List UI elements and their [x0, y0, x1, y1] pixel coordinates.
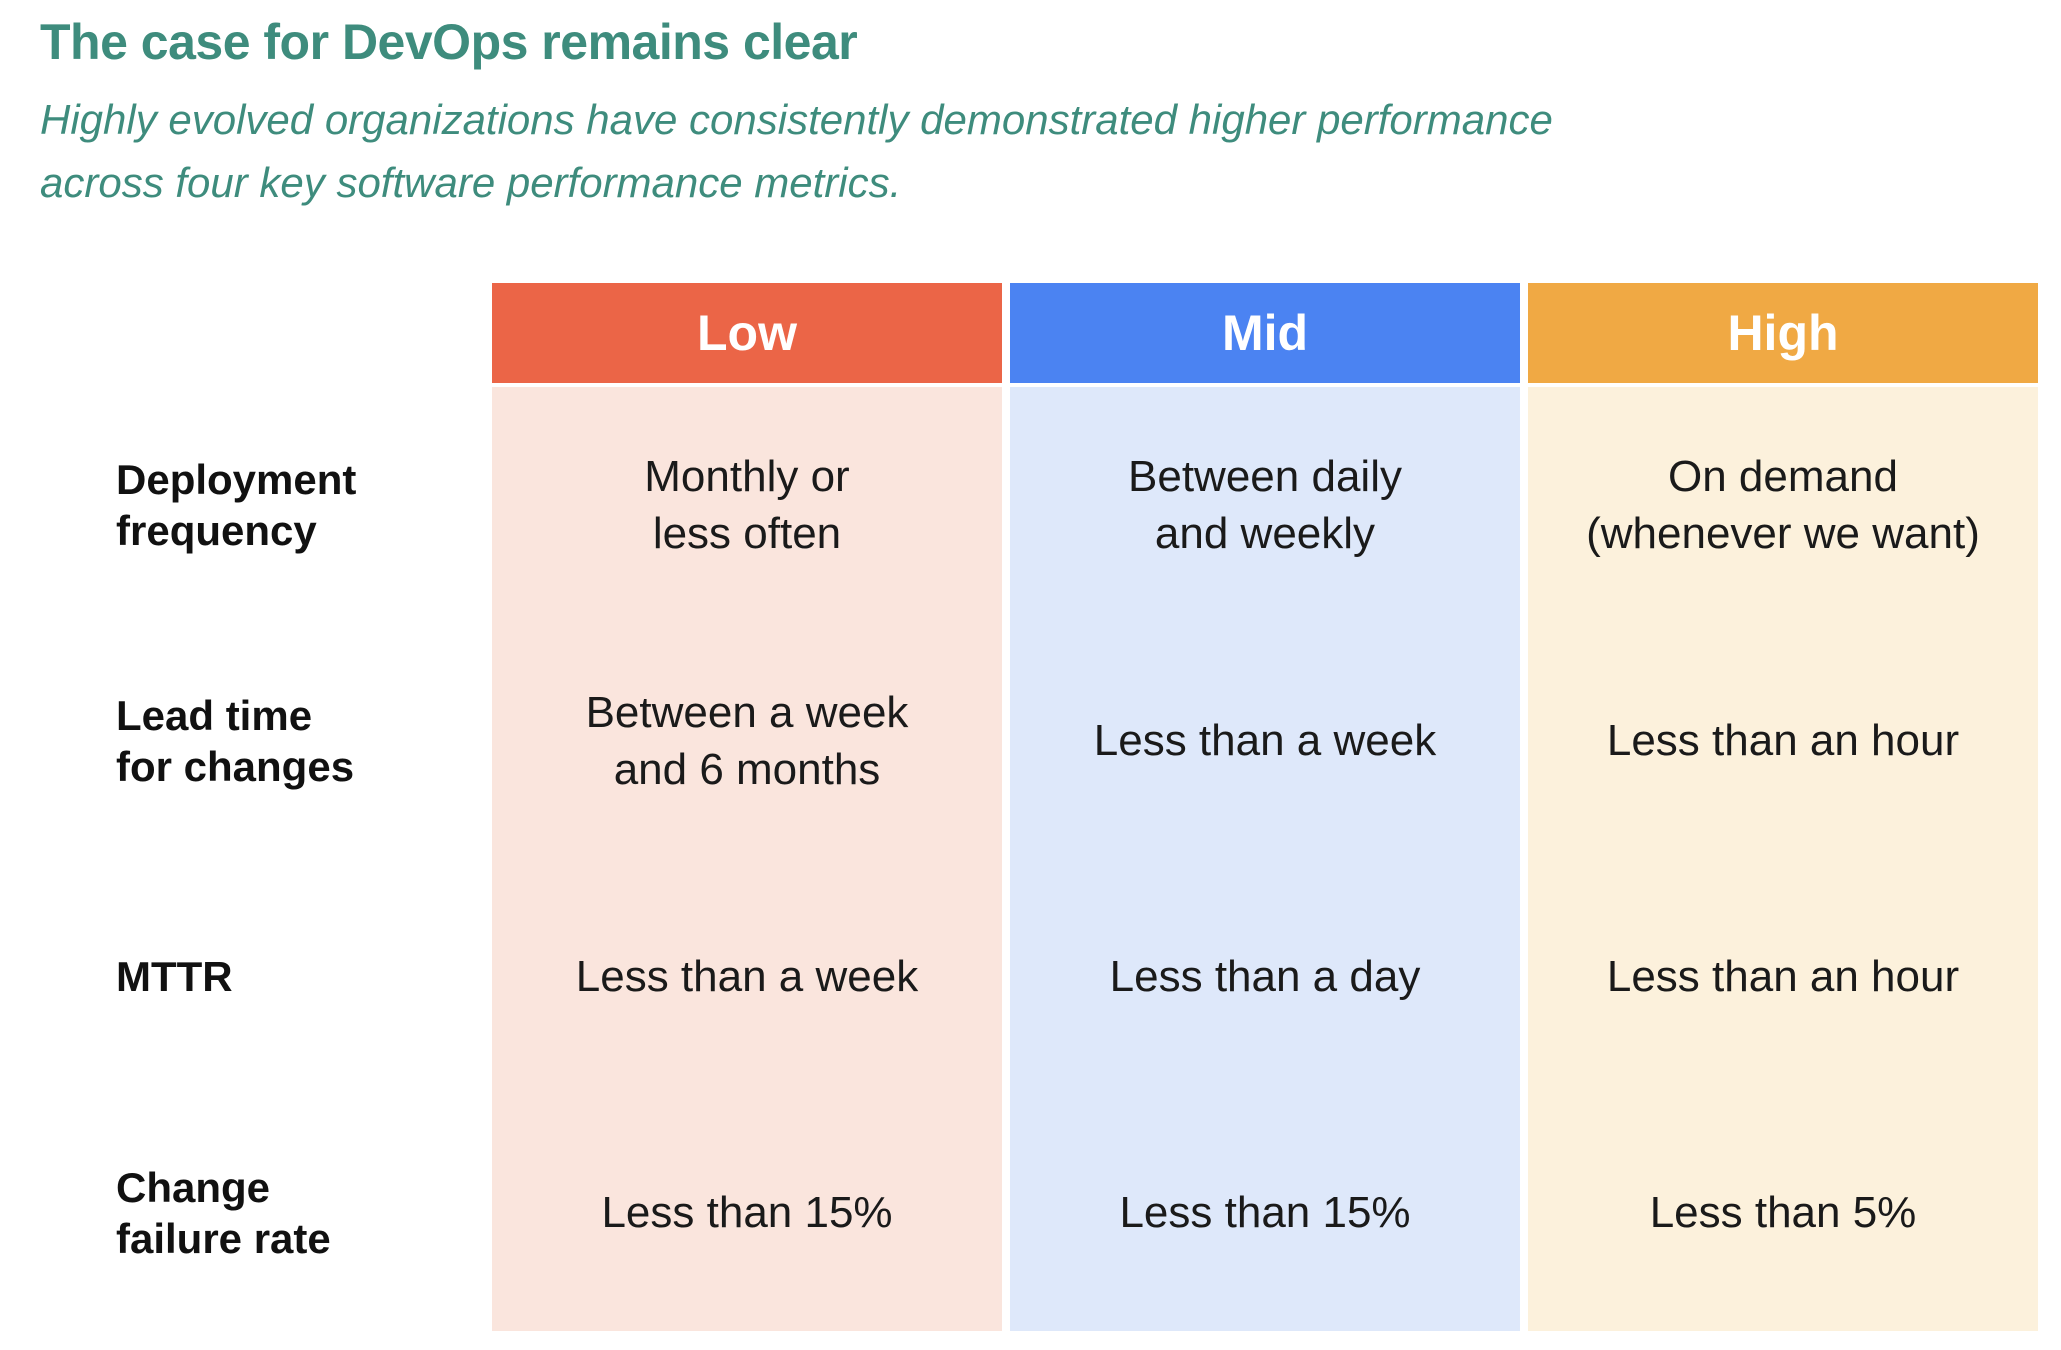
column-header-low: Low: [492, 283, 1002, 387]
table-cell: Between a week and 6 months: [492, 623, 1002, 859]
table-cell: Between daily and weekly: [1010, 387, 1520, 623]
table-cell: Less than a week: [492, 859, 1002, 1095]
page-title: The case for DevOps remains clear: [40, 14, 858, 70]
table-cell: Monthly or less often: [492, 387, 1002, 623]
table-corner-spacer: [38, 283, 484, 387]
table-cell: Less than 15%: [1010, 1095, 1520, 1331]
table-cell: On demand (whenever we want): [1528, 387, 2038, 623]
row-label-change-failure-rate: Change failure rate: [116, 1163, 331, 1262]
column-header-high: High: [1528, 283, 2038, 387]
table-cell: Less than 5%: [1528, 1095, 2038, 1331]
row-label-deployment-frequency: Deployment frequency: [116, 455, 357, 554]
table-cell: Less than a week: [1010, 623, 1520, 859]
page-subtitle: Highly evolved organizations have consis…: [40, 95, 1553, 206]
table-cell: Less than a day: [1010, 859, 1520, 1095]
row-label-mttr: MTTR: [116, 953, 233, 1001]
column-header-mid: Mid: [1010, 283, 1520, 387]
table-cell: Less than an hour: [1528, 623, 2038, 859]
table-cell: Less than an hour: [1528, 859, 2038, 1095]
row-label-lead-time: Lead time for changes: [116, 691, 355, 790]
devops-performance-table: Low Mid High Deployment frequency Monthl…: [38, 283, 2038, 1331]
table-cell: Less than 15%: [492, 1095, 1002, 1331]
